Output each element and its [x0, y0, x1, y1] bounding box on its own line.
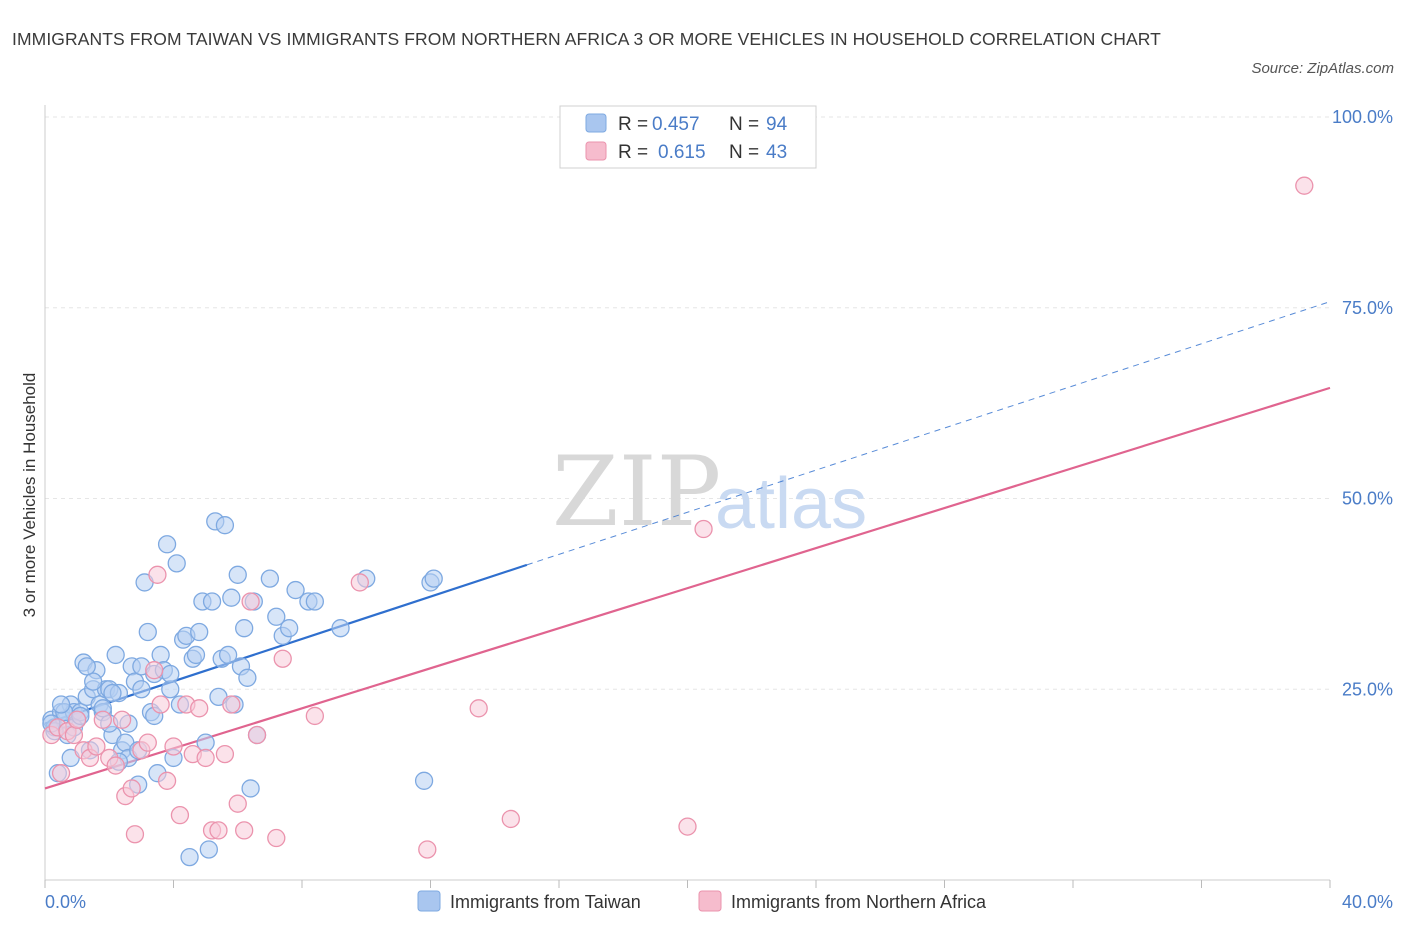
data-point-0	[132, 680, 151, 699]
data-point-0	[84, 672, 103, 691]
data-point-0	[157, 535, 177, 554]
trend-extension-0	[526, 301, 1331, 566]
data-point-1	[273, 649, 292, 668]
data-point-0	[77, 657, 96, 676]
legend-n-label-northern-africa: N =	[729, 142, 759, 163]
data-point-1	[501, 809, 520, 829]
data-point-0	[218, 645, 238, 665]
data-point-0	[151, 645, 170, 665]
data-point-1	[469, 699, 488, 718]
data-point-1	[51, 764, 71, 783]
data-point-0	[167, 554, 186, 573]
x-tick-label: 40.0%	[1342, 892, 1393, 912]
y-tick-label: 25.0%	[1342, 679, 1393, 699]
data-point-1	[93, 710, 112, 729]
data-point-0	[103, 683, 122, 703]
legend-r-value-northern-africa: 0.615	[658, 142, 706, 163]
legend-swatch-taiwan	[585, 113, 607, 133]
data-point-0	[279, 619, 299, 638]
data-point-1	[87, 737, 106, 756]
data-points	[42, 176, 1314, 867]
data-point-1	[64, 725, 84, 745]
legend-n-label-taiwan: N =	[729, 114, 759, 135]
data-point-1	[209, 821, 228, 840]
axes	[44, 105, 1331, 888]
data-point-1	[112, 710, 132, 729]
data-point-1	[145, 661, 164, 680]
data-point-0	[267, 607, 286, 626]
data-point-1	[305, 706, 325, 726]
data-point-0	[305, 592, 325, 611]
data-point-0	[199, 840, 218, 859]
data-point-0	[228, 565, 247, 584]
data-point-1	[222, 695, 241, 714]
data-point-1	[241, 592, 260, 611]
data-point-0	[238, 668, 257, 687]
y-tick-label: 75.0%	[1342, 298, 1393, 318]
data-point-1	[122, 779, 141, 798]
x-tick-label: 0.0%	[45, 892, 86, 912]
data-point-1	[148, 565, 167, 584]
data-point-0	[190, 622, 209, 642]
data-point-0	[222, 588, 241, 607]
data-point-1	[694, 519, 713, 539]
bottom-legend-label-northern-africa: Immigrants from Northern Africa	[731, 892, 987, 912]
y-tick-label: 50.0%	[1342, 489, 1393, 509]
data-point-0	[106, 645, 125, 665]
bottom-legend-swatch-taiwan	[417, 890, 441, 912]
data-point-1	[678, 817, 697, 836]
legend-n-value-taiwan: 94	[766, 114, 788, 135]
data-point-1	[350, 573, 369, 592]
legend-r-label-taiwan: R =	[618, 114, 648, 135]
data-point-1	[138, 733, 157, 752]
data-point-0	[331, 619, 350, 638]
tick-labels: 25.0% 50.0% 75.0% 100.0% 0.0% 40.0%	[45, 107, 1393, 912]
data-point-1	[1295, 176, 1314, 195]
data-point-0	[260, 569, 280, 588]
data-point-1	[267, 828, 286, 848]
data-point-0	[424, 569, 443, 588]
data-point-1	[170, 805, 190, 825]
data-point-1	[125, 825, 145, 844]
data-point-1	[157, 771, 177, 790]
data-point-1	[247, 725, 267, 745]
bottom-legend-swatch-northern-africa	[698, 890, 722, 912]
bottom-legend-label-taiwan: Immigrants from Taiwan	[450, 892, 641, 912]
chart-title: IMMIGRANTS FROM TAIWAN VS IMMIGRANTS FRO…	[12, 29, 1161, 49]
legend-swatch-northern-africa	[585, 141, 607, 161]
top-legend: R = 0.457 N = 94 R = 0.615 N = 43	[559, 105, 817, 169]
data-point-0	[286, 580, 305, 600]
data-point-1	[164, 737, 183, 756]
data-point-0	[202, 592, 222, 611]
watermark-atlas: atlas	[715, 464, 867, 544]
data-point-1	[228, 794, 247, 813]
data-point-1	[190, 699, 209, 718]
y-tick-label: 100.0%	[1332, 107, 1393, 127]
data-point-1	[418, 840, 437, 859]
data-point-0	[215, 516, 235, 535]
data-point-1	[151, 695, 170, 714]
legend-n-value-northern-africa: 43	[766, 142, 787, 163]
data-point-0	[138, 622, 157, 642]
data-point-0	[186, 645, 206, 665]
data-point-0	[161, 680, 180, 699]
legend-r-label-northern-africa: R =	[618, 142, 648, 163]
bottom-legend: Immigrants from Taiwan Immigrants from N…	[417, 890, 987, 912]
trend-line-1	[44, 386, 1331, 790]
chart-source: Source: ZipAtlas.com	[1251, 60, 1394, 77]
data-point-0	[180, 847, 199, 867]
data-point-1	[215, 744, 235, 764]
data-point-1	[235, 821, 254, 840]
data-point-0	[51, 695, 71, 714]
data-point-1	[106, 756, 125, 775]
y-axis-label: 3 or more Vehicles in Household	[20, 373, 39, 618]
data-point-1	[67, 710, 87, 729]
data-point-0	[241, 779, 260, 798]
data-point-0	[161, 664, 180, 684]
data-point-0	[235, 619, 254, 638]
legend-r-value-taiwan: 0.457	[652, 114, 700, 135]
data-point-1	[196, 748, 215, 768]
data-point-0	[414, 771, 434, 790]
